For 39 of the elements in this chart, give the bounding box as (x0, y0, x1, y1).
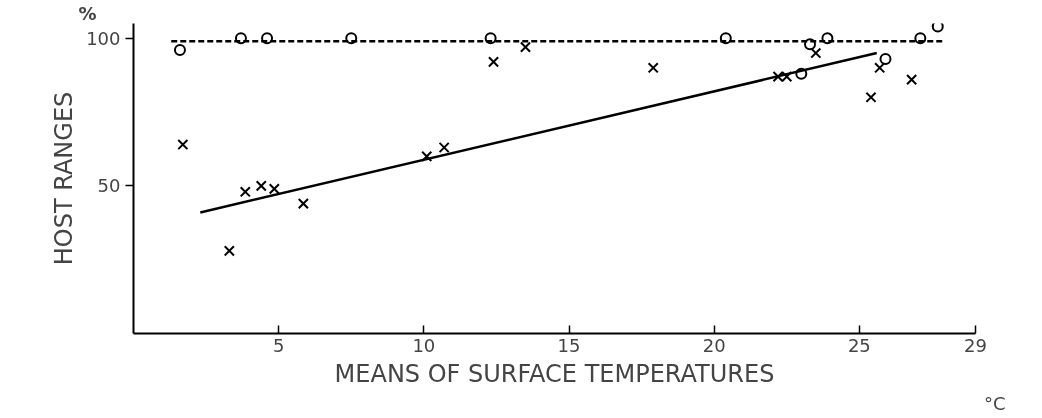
x-tick-label: 5 (272, 334, 285, 356)
point (804, 38, 816, 51)
point (223, 245, 235, 257)
point (647, 62, 659, 74)
point (255, 180, 267, 192)
point (810, 47, 822, 59)
text: °C (983, 392, 1006, 414)
y-axis-title: HOST RANGES (50, 91, 79, 266)
x-tick-label: 20 (702, 334, 726, 356)
point (795, 67, 808, 80)
point (914, 32, 927, 45)
point (487, 56, 500, 68)
point (261, 32, 274, 45)
point (297, 198, 309, 210)
point (234, 32, 247, 45)
x-tick-label: 15 (557, 334, 581, 356)
point (268, 183, 280, 195)
text: % (78, 2, 97, 24)
point (719, 32, 732, 45)
point (484, 32, 497, 45)
point (519, 41, 532, 53)
point (874, 62, 886, 74)
y-tick-label: 100 (86, 27, 121, 49)
x-tick-label: 10 (412, 334, 436, 356)
point (345, 32, 358, 45)
x-tick-label: 25 (847, 334, 871, 356)
x-tick-label: 29 (964, 334, 987, 356)
point (879, 52, 892, 65)
point (239, 186, 251, 198)
point (438, 141, 450, 154)
point (173, 44, 186, 57)
point (906, 74, 918, 86)
y-tick-label: 50 (97, 175, 121, 197)
point (821, 32, 834, 45)
point (421, 150, 433, 162)
x-axis-title: MEANS OF SURFACE TEMPERATURES (334, 359, 775, 388)
point (177, 138, 189, 151)
point (865, 91, 877, 103)
point (931, 23, 944, 33)
